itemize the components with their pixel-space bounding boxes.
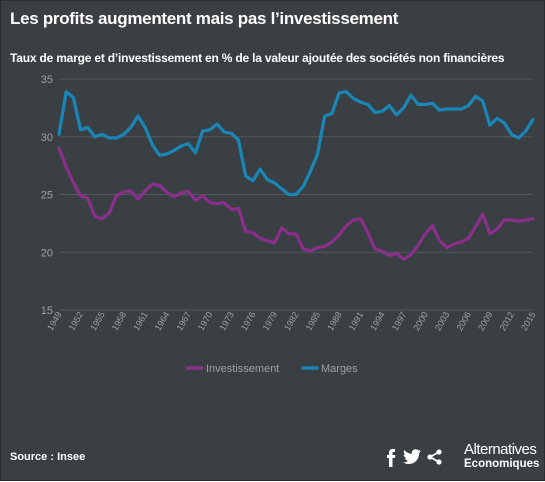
x-tick-label: 2015 — [519, 310, 538, 332]
x-tick-label: 1967 — [174, 310, 193, 332]
chart-subtitle: Taux de marge et d’investissement en % d… — [10, 51, 505, 65]
x-tick-label: 1976 — [239, 310, 258, 332]
series-line-investissement — [57, 146, 535, 261]
y-tick-label: 15 — [41, 305, 53, 317]
source-note: Source : Insee — [10, 451, 86, 463]
x-tick-label: 1982 — [282, 310, 301, 332]
twitter-icon[interactable] — [403, 449, 421, 465]
share-icon[interactable] — [427, 449, 442, 465]
x-tick-label: 1988 — [325, 310, 344, 332]
legend-marges-label: Marges — [321, 363, 358, 375]
chart-title: Les profits augmentent mais pas l’invest… — [10, 9, 399, 28]
brand-logo-line2: Economiques — [464, 458, 540, 470]
y-tick-label: 35 — [41, 74, 53, 86]
y-tick-label: 25 — [41, 190, 53, 202]
x-tick-label: 1952 — [67, 310, 86, 332]
x-tick-label: 2006 — [454, 310, 473, 332]
x-tick-label: 1958 — [110, 310, 129, 332]
x-tick-label: 1961 — [131, 310, 150, 332]
x-tick-label: 2000 — [411, 310, 430, 332]
y-tick-label: 30 — [41, 132, 53, 144]
x-tick-label: 1955 — [88, 310, 107, 332]
y-tick-label: 20 — [41, 247, 53, 259]
x-tick-label: 1973 — [217, 310, 236, 332]
x-tick-label: 1979 — [261, 310, 280, 332]
x-tick-label: 2003 — [433, 310, 452, 332]
x-tick-label: 2009 — [476, 310, 495, 332]
x-tick-label: 1985 — [304, 310, 323, 332]
x-tick-label: 1970 — [196, 310, 215, 332]
x-tick-label: 2012 — [498, 310, 517, 332]
x-tick-label: 1964 — [153, 310, 172, 332]
legend-investissement-label: Investissement — [206, 363, 279, 375]
series-line-marges — [57, 90, 535, 197]
x-tick-label: 1997 — [390, 310, 409, 332]
x-tick-label: 1991 — [347, 310, 366, 332]
brand-logo-line1: Alternatives — [464, 441, 537, 458]
x-tick-label: 1994 — [368, 310, 387, 332]
facebook-icon[interactable] — [384, 449, 398, 467]
